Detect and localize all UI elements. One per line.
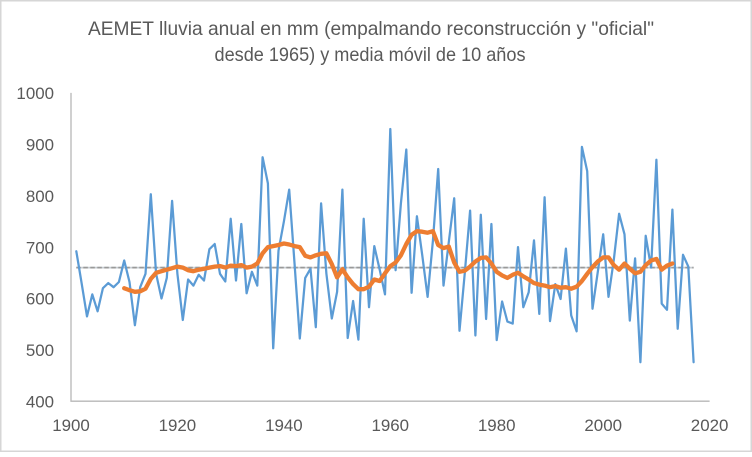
svg-text:1920: 1920 <box>159 416 197 435</box>
svg-text:1900: 1900 <box>52 416 90 435</box>
svg-text:800: 800 <box>26 187 54 206</box>
svg-text:AEMET lluvia anual en mm (empa: AEMET lluvia anual en mm (empalmando rec… <box>88 19 654 40</box>
svg-text:2020: 2020 <box>691 416 729 435</box>
svg-text:500: 500 <box>26 341 54 360</box>
svg-text:700: 700 <box>26 238 54 257</box>
svg-text:desde 1965) y media móvil de 1: desde 1965) y media móvil de 10 años <box>215 45 526 66</box>
svg-text:600: 600 <box>26 290 54 309</box>
svg-text:1960: 1960 <box>372 416 410 435</box>
svg-text:1980: 1980 <box>478 416 516 435</box>
svg-text:400: 400 <box>26 392 54 411</box>
svg-text:1000: 1000 <box>16 84 54 103</box>
svg-text:2000: 2000 <box>584 416 622 435</box>
svg-text:900: 900 <box>26 136 54 155</box>
svg-text:1940: 1940 <box>265 416 303 435</box>
